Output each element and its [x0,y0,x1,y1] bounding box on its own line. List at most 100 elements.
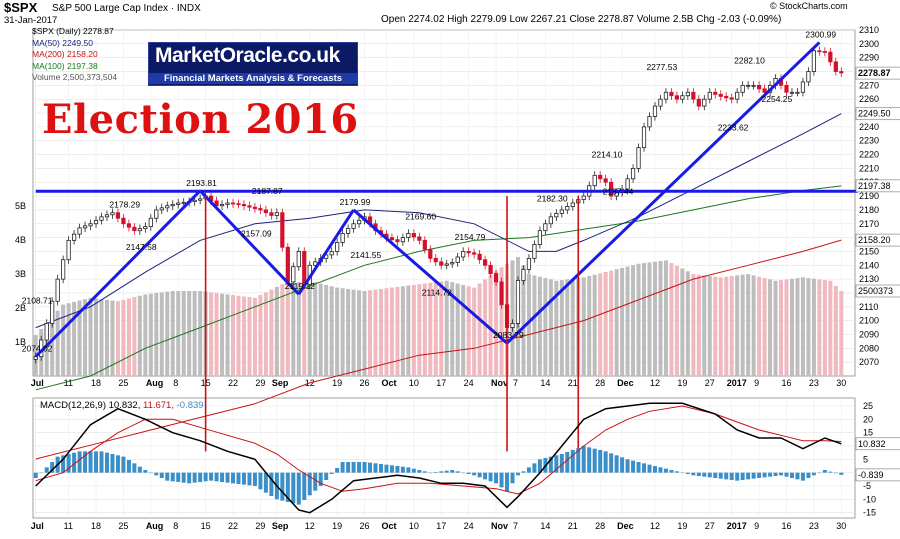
macd-hist-bar [346,462,351,473]
x-tick-label: 19 [677,378,687,388]
macd-hist-bar [351,462,356,473]
volume-bar [444,280,449,376]
candle-body [685,91,690,97]
volume-bar [631,265,636,376]
candle-body [263,209,269,214]
macd-hist-bar [115,455,120,473]
price-tick-label: 2140 [859,260,879,270]
macd-hist-bar [44,467,49,473]
volume-bar [378,288,383,376]
x-tick-label-bottom: 2017 [727,521,747,531]
volume-bar [779,280,784,376]
volume-bar [247,297,252,376]
legend-ma100: MA(100) 2197.38 [32,60,98,71]
volume-bar [61,304,66,376]
macd-hist-bar [252,472,257,486]
candle-body [77,227,82,235]
logo-sub-text: Financial Markets Analysis & Forecasts [149,73,357,84]
price-annotation: 2182.30 [537,194,568,204]
macd-tick-label: 15 [863,428,873,438]
macd-hist-bar [598,450,603,473]
price-tick-label: 2110 [859,302,878,312]
volume-bar [154,293,159,376]
candle-body [351,223,356,230]
candle-body [44,323,49,341]
trend-line [34,189,202,358]
price-annotation: 2214.10 [592,150,623,160]
logo-main-text: MarketOracle.co.uk [155,44,340,67]
macd-hist-bar [368,462,373,473]
candle-body [510,323,515,328]
macd-hist-bar [696,472,701,476]
volume-bar [658,261,663,376]
macd-hist-bar [822,470,827,473]
macd-hist-bar [154,472,159,476]
candle-body [598,174,603,180]
trend-line [505,41,821,345]
candle-body [395,239,400,243]
macd-hist-bar [658,467,663,473]
macd-hist-bar [313,472,318,491]
price-tick-label: 2300 [859,39,879,49]
volume-bar [362,291,367,376]
volume-bar [625,266,630,376]
ohlc-readout: Open 2274.02 High 2279.09 Low 2267.21 Cl… [381,14,782,25]
volume-bar [510,260,515,376]
macd-hist-bar [132,463,137,473]
volume-bar [88,297,93,376]
candle-body [762,88,767,93]
ma50-line [35,113,842,329]
price-panel-frame [32,29,856,377]
candle-body [839,71,844,74]
macd-hist-bar [587,447,592,473]
volume-bar [44,322,49,376]
macd-hist-bar [72,452,77,473]
candle-body [340,233,345,243]
macd-tick-label: 20 [863,414,873,424]
volume-bar [620,267,625,376]
macd-hist-bar [411,468,416,473]
macd-hist-bar [417,470,422,473]
candle-body [88,223,93,227]
macd-hist-bar [362,462,367,473]
price-annotation: 2178.29 [109,199,140,209]
macd-hist-bar [165,472,170,481]
candle-body [789,91,795,94]
macd-value-tag [855,437,900,451]
candle-body [165,205,170,209]
candle-body [833,61,838,72]
volume-bar [828,280,833,376]
volume-tick-label: 3B [15,269,26,279]
candle-body [609,181,614,197]
chart-date: 31-Jan-2017 [4,15,58,26]
macd-hist-bar [784,472,789,477]
candle-body [636,147,641,169]
macd-hist-bar [554,455,559,473]
price-tick-label: 2090 [859,329,879,339]
volume-bar [351,289,356,376]
macd-hist-bar [231,472,236,484]
macd-hist-bar [209,472,214,481]
volume-bar [209,292,214,376]
volume-bar [165,291,170,376]
price-annotation: 2157.09 [241,229,272,239]
price-annotation: 2277.53 [646,62,677,72]
volume-bar [99,299,104,376]
macd-hist-bar [181,472,186,483]
volume-bar [439,281,444,376]
volume-bar [225,294,230,376]
last-value-label: 2249.50 [858,109,891,119]
macd-signal-line [35,405,842,495]
candle-body [170,203,175,207]
macd-hist-bar [280,472,285,501]
volume-bar [532,275,537,376]
macd-hist-bar [187,472,192,484]
candle-body [302,251,307,286]
macd-hist-bar [88,451,93,473]
x-tick-label-bottom: 14 [540,521,550,531]
macd-hist-bar [499,472,504,488]
candle-body [104,214,110,218]
candle-body [630,167,636,180]
x-tick-label: 17 [436,378,446,388]
candle-body [291,266,296,283]
